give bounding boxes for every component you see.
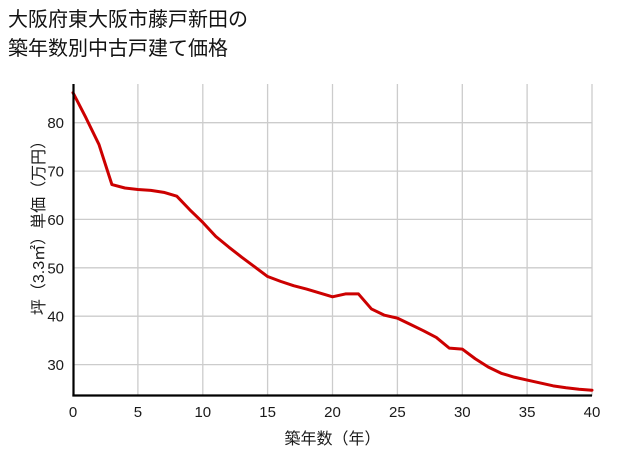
series-line <box>71 91 594 392</box>
x-axis-label: 築年数（年） <box>284 431 381 448</box>
y-tick-label: 50 <box>47 260 64 277</box>
data-series-group <box>71 91 594 392</box>
x-tick-label: 15 <box>259 404 276 421</box>
x-tick-labels: 0 5 10 15 20 25 30 35 40 <box>69 404 601 421</box>
x-tick-label: 35 <box>519 404 536 421</box>
axis-spines <box>72 84 592 397</box>
x-tick-label: 10 <box>194 404 211 421</box>
chart-title: 大阪府東大阪市藤戸新田の 築年数別中古戸建て価格 <box>8 9 248 60</box>
y-tick-label: 80 <box>47 115 64 132</box>
x-gridlines <box>137 84 593 396</box>
y-tick-label: 30 <box>47 357 64 374</box>
y-gridlines <box>73 122 592 366</box>
x-tick-label: 30 <box>454 404 471 421</box>
x-tick-label: 20 <box>324 404 341 421</box>
x-tick-label: 5 <box>134 404 142 421</box>
y-tick-label: 40 <box>47 309 64 326</box>
y-tick-labels: 30 40 50 60 70 80 <box>47 115 64 374</box>
x-tick-label: 25 <box>389 404 406 421</box>
y-tick-label: 70 <box>47 164 64 181</box>
x-tick-label: 0 <box>69 404 77 421</box>
y-tick-label: 60 <box>47 212 64 229</box>
x-tick-label: 40 <box>584 404 601 421</box>
